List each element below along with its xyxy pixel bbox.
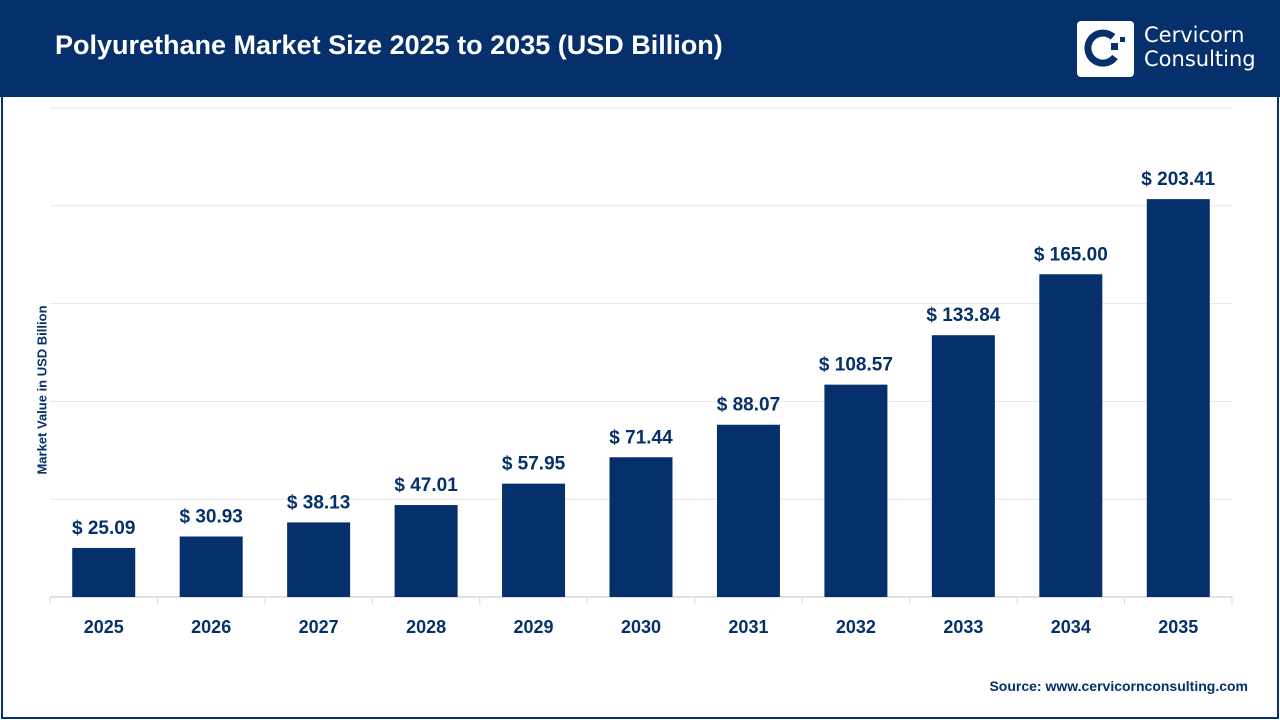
data-label-2030: $ 71.44 — [609, 427, 673, 448]
bar-2033 — [931, 335, 995, 597]
data-label-2025: $ 25.09 — [72, 518, 135, 539]
bar-2032 — [824, 384, 888, 597]
x-tick-label-2027: 2027 — [299, 617, 339, 637]
x-tick-label-2033: 2033 — [943, 617, 983, 637]
x-tick-label-2029: 2029 — [514, 617, 554, 637]
y-axis-label: Market Value in USD Billion — [34, 305, 50, 475]
data-label-2032: $ 108.57 — [819, 355, 893, 376]
bar-2026 — [179, 536, 243, 597]
chart-title: Polyurethane Market Size 2025 to 2035 (U… — [55, 30, 723, 60]
data-label-2028: $ 47.01 — [394, 475, 458, 496]
data-label-2029: $ 57.95 — [502, 454, 566, 475]
logo-text-line1: Cervicorn — [1144, 23, 1245, 47]
bar-2028 — [394, 505, 458, 597]
x-tick-label-2028: 2028 — [406, 617, 446, 637]
header-banner: Polyurethane Market Size 2025 to 2035 (U… — [0, 0, 1280, 97]
source-text: Source: www.cervicornconsulting.com — [989, 678, 1248, 694]
bar-2029 — [502, 483, 566, 597]
logo-text: Cervicorn Consulting — [1144, 23, 1256, 71]
cervicorn-logo-icon — [1077, 21, 1134, 77]
x-tick-label-2030: 2030 — [621, 617, 661, 637]
data-label-2035: $ 203.41 — [1141, 169, 1215, 190]
bar-2034 — [1039, 274, 1103, 597]
bar-2027 — [287, 522, 351, 597]
bar-2025 — [72, 547, 136, 597]
data-label-2027: $ 38.13 — [287, 492, 350, 513]
x-tick-label-2032: 2032 — [836, 617, 876, 637]
data-label-2034: $ 165.00 — [1034, 244, 1108, 265]
data-label-2033: $ 133.84 — [926, 305, 1000, 326]
data-label-2026: $ 30.93 — [179, 507, 242, 528]
bar-2030 — [609, 457, 673, 597]
x-tick-label-2034: 2034 — [1051, 617, 1091, 637]
logo-text-line2: Consulting — [1144, 47, 1256, 71]
x-tick-label-2031: 2031 — [728, 617, 768, 637]
bar-2035 — [1146, 199, 1210, 597]
x-tick-label-2025: 2025 — [84, 617, 124, 637]
x-tick-label-2035: 2035 — [1158, 617, 1198, 637]
bar-2031 — [716, 424, 780, 597]
data-label-2031: $ 88.07 — [717, 395, 780, 416]
x-tick-label-2026: 2026 — [191, 617, 231, 637]
